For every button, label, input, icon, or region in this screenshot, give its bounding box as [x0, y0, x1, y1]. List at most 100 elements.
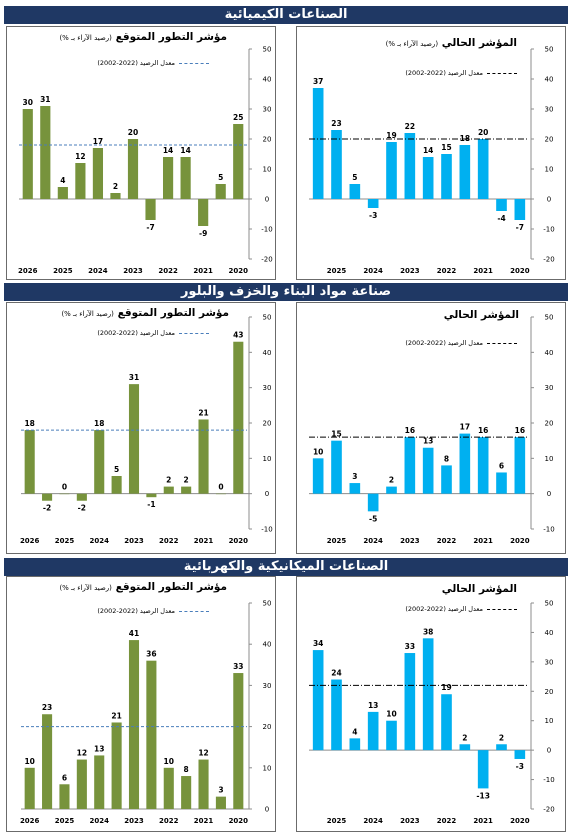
chart-plot: -20-1001020304050-7-4201815142219-352337… — [309, 46, 555, 275]
bar — [422, 447, 434, 494]
bar — [496, 472, 507, 494]
bar — [215, 184, 226, 199]
y-tick-label: 10 — [263, 166, 272, 174]
bar — [162, 157, 174, 199]
data-label: 8 — [444, 454, 449, 463]
x-tick-label: 2023 — [123, 267, 143, 275]
chart-building-expected: مؤشر التطور المتوقع (رصيد الآراء بـ %) م… — [6, 302, 276, 554]
data-label: 2 — [389, 476, 394, 485]
section-title-chemical: الصناعات الكيميائية — [4, 6, 568, 24]
y-tick-label: 40 — [545, 76, 554, 84]
y-tick-label: -20 — [543, 256, 554, 264]
data-label: 10 — [313, 447, 323, 456]
x-tick-label: 2022 — [437, 267, 457, 275]
bar — [477, 750, 489, 789]
x-tick-label: 2023 — [400, 817, 420, 825]
bar — [477, 437, 489, 494]
data-label: 21 — [111, 711, 121, 720]
data-label: 20 — [128, 128, 138, 137]
y-tick-label: 50 — [263, 46, 272, 54]
data-label: 23 — [331, 119, 341, 128]
data-label: 14 — [163, 146, 173, 155]
y-tick-label: 30 — [263, 106, 272, 114]
bar — [367, 199, 379, 208]
chart-legend: معدل الرصيد (2022-2002) — [405, 339, 517, 347]
x-tick-label: 2024 — [363, 817, 383, 825]
x-tick-label: 2023 — [400, 267, 420, 275]
x-tick-label: 2023 — [124, 537, 144, 545]
y-tick-label: 20 — [263, 420, 272, 428]
bar — [367, 493, 379, 512]
data-label: 10 — [164, 757, 174, 766]
bar — [496, 199, 507, 211]
y-tick-label: 50 — [263, 314, 272, 322]
bar — [441, 465, 452, 494]
data-label: -4 — [497, 214, 505, 223]
data-label: -13 — [476, 791, 490, 800]
data-label: 14 — [180, 146, 190, 155]
y-tick-label: 10 — [545, 166, 554, 174]
data-label: 43 — [233, 331, 243, 340]
x-tick-label: 2022 — [159, 537, 179, 545]
bar — [92, 148, 104, 199]
chart-legend: معدل الرصيد (2022-2002) — [97, 59, 209, 67]
chart-legend: معدل الرصيد (2022-2002) — [405, 605, 517, 613]
data-label: 2 — [462, 733, 467, 742]
bar — [145, 199, 156, 220]
data-label: 24 — [331, 669, 341, 678]
chart-chemical-expected: مؤشر التطور المتوقع (رصيد الآراء بـ %) م… — [6, 26, 276, 280]
data-label: -3 — [369, 211, 377, 220]
y-tick-label: 10 — [545, 455, 554, 463]
y-tick-label: -10 — [543, 226, 554, 234]
bar — [404, 437, 416, 494]
y-tick-label: 40 — [263, 76, 272, 84]
bar — [477, 139, 489, 199]
data-label: 22 — [405, 122, 415, 131]
data-label: -3 — [516, 762, 524, 771]
bar — [349, 483, 361, 494]
y-tick-label: -10 — [261, 226, 272, 234]
section-title-mechanical-electrical: الصناعات الميكانيكية والكهربائية — [4, 558, 568, 576]
bar — [331, 440, 342, 494]
x-tick-label: 2022 — [437, 537, 457, 545]
chart-plot: 0102030405033312810364121131262310202020… — [20, 600, 272, 826]
bar — [24, 767, 35, 809]
bar — [22, 109, 33, 199]
chart-title: مؤشر التطور المتوقع (رصيد الآراء بـ %) — [59, 31, 227, 43]
y-tick-label: 0 — [265, 490, 269, 498]
x-tick-label: 2020 — [229, 817, 249, 825]
data-label: 15 — [441, 143, 451, 152]
bar — [128, 384, 140, 494]
data-label: 6 — [499, 461, 504, 470]
chart-title: مؤشر التطور المتوقع (رصيد الآراء بـ %) — [59, 581, 227, 593]
data-label: 33 — [405, 642, 415, 651]
y-tick-label: 0 — [547, 490, 551, 498]
data-label: 17 — [93, 137, 103, 146]
bar — [42, 714, 53, 809]
bar — [198, 419, 209, 494]
data-label: 2 — [113, 182, 118, 191]
y-tick-label: 30 — [545, 106, 554, 114]
bar — [111, 722, 122, 809]
data-label: 13 — [423, 437, 433, 446]
bar — [459, 744, 471, 751]
y-tick-label: 30 — [545, 384, 554, 392]
bar — [312, 88, 324, 199]
data-label: 5 — [114, 465, 119, 474]
x-tick-label: 2020 — [510, 267, 530, 275]
y-tick-label: 10 — [545, 717, 554, 725]
x-tick-label: 2020 — [228, 267, 248, 275]
bar — [331, 679, 342, 751]
chart-title: المؤشر الحالي (رصيد الآراء بـ %) — [385, 37, 517, 49]
bar — [59, 493, 70, 495]
x-tick-label: 2023 — [124, 817, 144, 825]
y-tick-label: 10 — [263, 455, 272, 463]
bar — [76, 493, 87, 501]
data-label: 30 — [23, 98, 33, 107]
bar — [128, 640, 140, 809]
data-label: 2 — [184, 476, 189, 485]
y-tick-label: 50 — [263, 600, 272, 608]
bar — [514, 437, 526, 494]
x-tick-label: 2021 — [193, 267, 213, 275]
bar — [180, 157, 191, 199]
